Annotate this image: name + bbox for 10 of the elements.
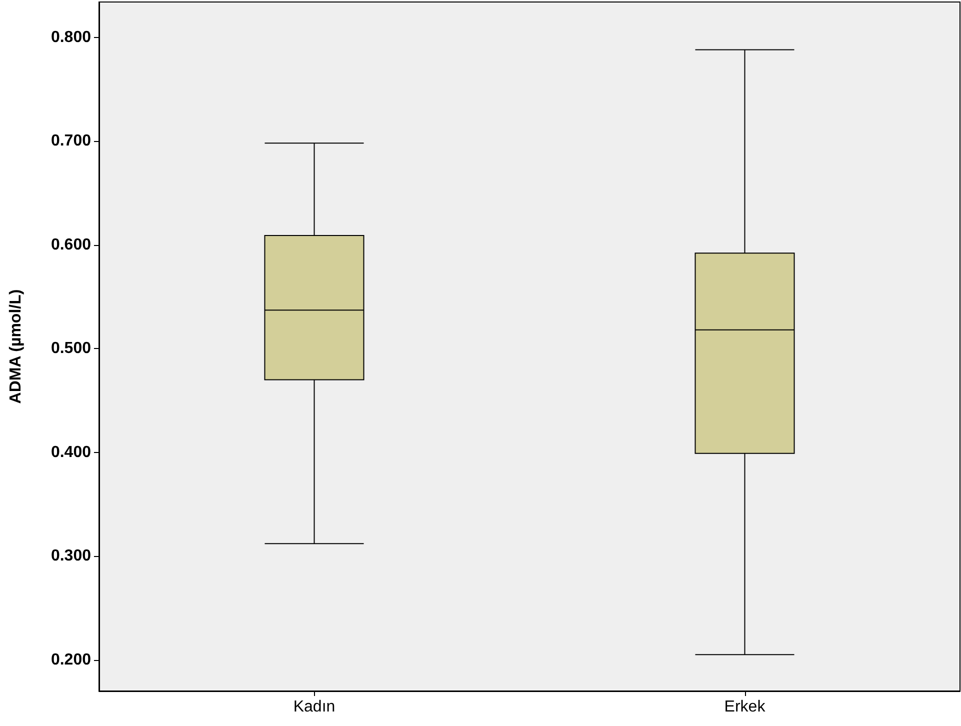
y-axis-title: ADMA (µmol/L) xyxy=(8,289,24,404)
y-tick-label: 0.600 xyxy=(50,236,92,254)
y-tick-label: 0.200 xyxy=(50,651,92,668)
x-tick-label: Kadın xyxy=(293,698,336,716)
y-tick-label: 0.500 xyxy=(50,340,92,358)
y-tick-label: 0.800 xyxy=(50,28,92,46)
x-tick-label: Erkek xyxy=(724,698,766,716)
y-tick-label: 0.700 xyxy=(50,132,92,150)
y-tick-label: 0.400 xyxy=(50,444,92,461)
y-tick-label: 0.300 xyxy=(50,548,92,565)
